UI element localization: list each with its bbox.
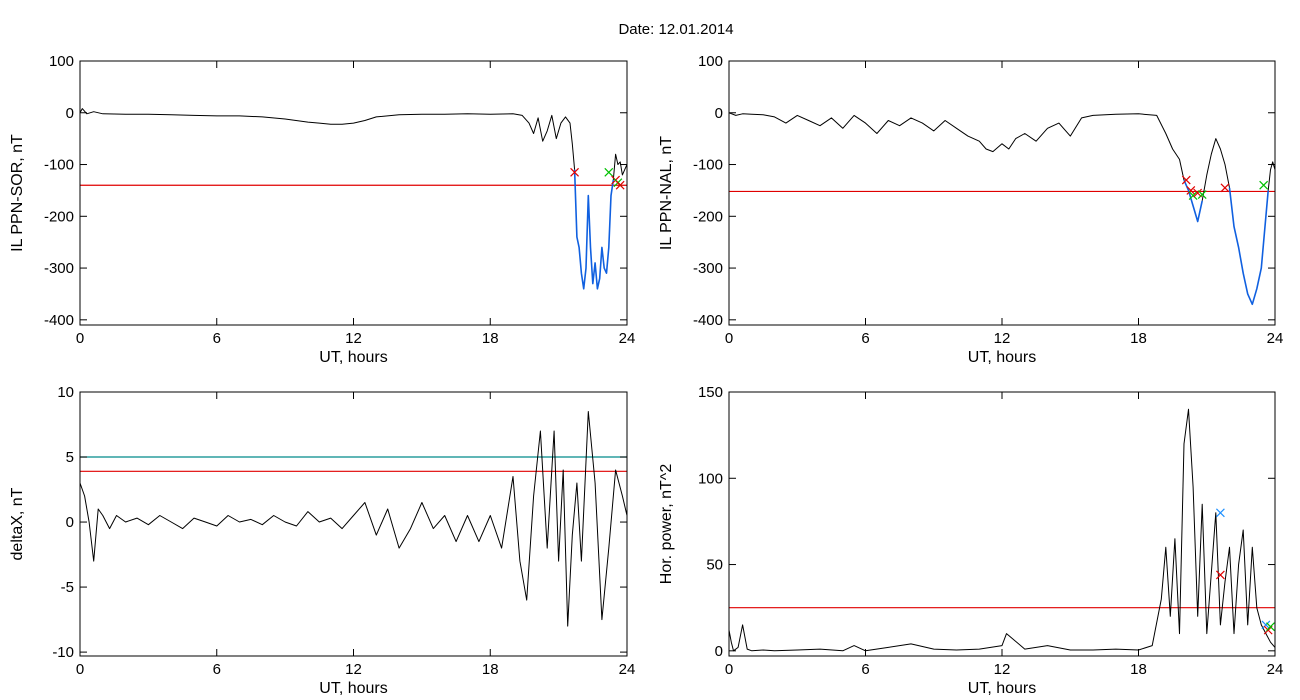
chart-2-xtick-label: 12 bbox=[994, 330, 1011, 347]
chart-3-xtick-label: 18 bbox=[482, 661, 499, 678]
chart-2-ytick-label: -400 bbox=[693, 312, 723, 329]
chart-1-ytick-label: -200 bbox=[44, 208, 74, 225]
chart-4-xtick-label: 0 bbox=[725, 661, 733, 678]
chart-1-series-line-1 bbox=[79, 108, 576, 170]
chart-3-xtick-label: 12 bbox=[345, 661, 362, 678]
chart-1-ytick-label: -400 bbox=[44, 312, 74, 329]
chart-1-ytick-label: 100 bbox=[49, 53, 74, 70]
chart-3-xtick-label: 0 bbox=[76, 661, 84, 678]
chart-4-marker-2 bbox=[1215, 570, 1225, 580]
chart-2-marker-2 bbox=[1186, 185, 1196, 195]
chart-1-xtick-label: 18 bbox=[482, 330, 499, 347]
chart-3-plot-frame bbox=[79, 391, 628, 657]
chart-4-plot-frame bbox=[728, 391, 1276, 657]
chart-3-ytick-label: 0 bbox=[66, 514, 74, 531]
chart-1-xtick-label: 6 bbox=[213, 330, 221, 347]
chart-1-marker-5 bbox=[615, 180, 625, 190]
chart-3-ytick-label: 10 bbox=[57, 384, 74, 401]
chart-4-ytick-label: 150 bbox=[698, 384, 723, 401]
chart-2: 0 6 12 18 24 -400 -300 -200 -100 0 100 UT, hours IL … bbox=[658, 53, 1283, 366]
chart-4-xaxis-label: UT, hours bbox=[968, 680, 1036, 697]
chart-3-xaxis-label: UT, hours bbox=[319, 680, 387, 697]
chart-4-series-line-1 bbox=[728, 408, 1276, 652]
chart-3-series-line-1 bbox=[79, 411, 628, 627]
chart-1-xtick-label: 0 bbox=[76, 330, 84, 347]
chart-2-series-line-1 bbox=[728, 112, 1185, 181]
chart-2-marker-5 bbox=[1197, 190, 1207, 199]
chart-4-xtick-label: 18 bbox=[1130, 661, 1147, 678]
chart-2-xaxis-label: UT, hours bbox=[968, 349, 1036, 366]
figure-title: Date: 12.01.2014 bbox=[618, 21, 733, 38]
chart-1-xtick-label: 24 bbox=[619, 330, 636, 347]
chart-2-xtick-label: 18 bbox=[1130, 330, 1147, 347]
chart-4-xtick-label: 6 bbox=[861, 661, 869, 678]
chart-4: 0 6 12 18 24 0 50 100 150 UT, hours Hor. power, nT… bbox=[658, 384, 1283, 697]
chart-3-yaxis-label: deltaX, nT bbox=[9, 487, 26, 560]
chart-1-ytick-label: 0 bbox=[66, 105, 74, 122]
chart-4-ytick-label: 0 bbox=[715, 643, 723, 660]
chart-3-ytick-label: -10 bbox=[52, 644, 74, 661]
chart-4-marker-3 bbox=[1261, 620, 1271, 630]
chart-2-highlight-line-2 bbox=[1228, 187, 1269, 306]
chart-2-series-line-tail bbox=[1267, 161, 1276, 191]
chart-2-ytick-label: 0 bbox=[715, 105, 723, 122]
chart-2-marker-6 bbox=[1220, 183, 1230, 193]
chart-2-marker-7 bbox=[1259, 180, 1269, 190]
chart-4-xtick-label: 24 bbox=[1267, 661, 1284, 678]
chart-3-ytick-label: 5 bbox=[66, 449, 74, 466]
chart-2-series-line-mid bbox=[1201, 138, 1230, 201]
chart-1: 0 6 12 18 24 -400 -300 -200 -100 0 100 UT, hours IL … bbox=[9, 53, 635, 366]
chart-2-yaxis-label: IL PPN-NAL, nT bbox=[658, 136, 675, 250]
chart-4-marker-1 bbox=[1215, 508, 1225, 518]
chart-2-ytick-label: 100 bbox=[698, 53, 723, 70]
chart-3-xtick-label: 24 bbox=[619, 661, 636, 678]
chart-1-xaxis-label: UT, hours bbox=[319, 349, 387, 366]
chart-1-ytick-label: -300 bbox=[44, 260, 74, 277]
chart-2-xtick-label: 24 bbox=[1267, 330, 1284, 347]
chart-4-ytick-label: 50 bbox=[706, 557, 723, 574]
chart-1-yaxis-label: IL PPN-SOR, nT bbox=[9, 134, 26, 252]
chart-2-xtick-label: 6 bbox=[861, 330, 869, 347]
chart-1-plot-frame bbox=[79, 60, 628, 326]
chart-1-series-line-tail bbox=[612, 153, 628, 181]
chart-1-ytick-label: -100 bbox=[44, 157, 74, 174]
chart-4-marker-5 bbox=[1266, 622, 1275, 632]
chart-2-ytick-label: -200 bbox=[693, 208, 723, 225]
chart-4-xtick-label: 12 bbox=[994, 661, 1011, 678]
chart-1-xtick-label: 12 bbox=[345, 330, 362, 347]
chart-1-highlight-line-1 bbox=[573, 169, 615, 290]
chart-2-ytick-label: -300 bbox=[693, 260, 723, 277]
chart-3: 0 6 12 18 24 -10 -5 0 5 10 UT, hours deltaX, nT bbox=[9, 384, 635, 697]
chart-2-highlight-line-1 bbox=[1183, 179, 1203, 223]
chart-2-ytick-label: -100 bbox=[693, 157, 723, 174]
chart-2-xtick-label: 0 bbox=[725, 330, 733, 347]
chart-2-marker-3 bbox=[1188, 191, 1198, 201]
chart-4-ytick-label: 100 bbox=[698, 470, 723, 487]
chart-1-marker-2 bbox=[604, 167, 614, 177]
chart-4-yaxis-label: Hor. power, nT^2 bbox=[658, 464, 675, 585]
chart-3-xtick-label: 6 bbox=[213, 661, 221, 678]
chart-2-marker-1 bbox=[1181, 175, 1191, 185]
chart-3-ytick-label: -5 bbox=[61, 579, 74, 596]
chart-1-marker-1 bbox=[570, 167, 580, 177]
